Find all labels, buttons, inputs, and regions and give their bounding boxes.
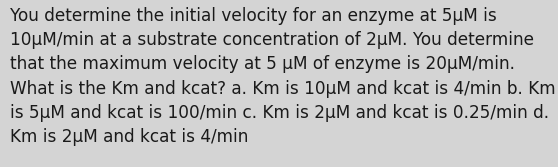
Text: You determine the initial velocity for an enzyme at 5μM is
10μM/min at a substra: You determine the initial velocity for a… bbox=[10, 7, 556, 146]
